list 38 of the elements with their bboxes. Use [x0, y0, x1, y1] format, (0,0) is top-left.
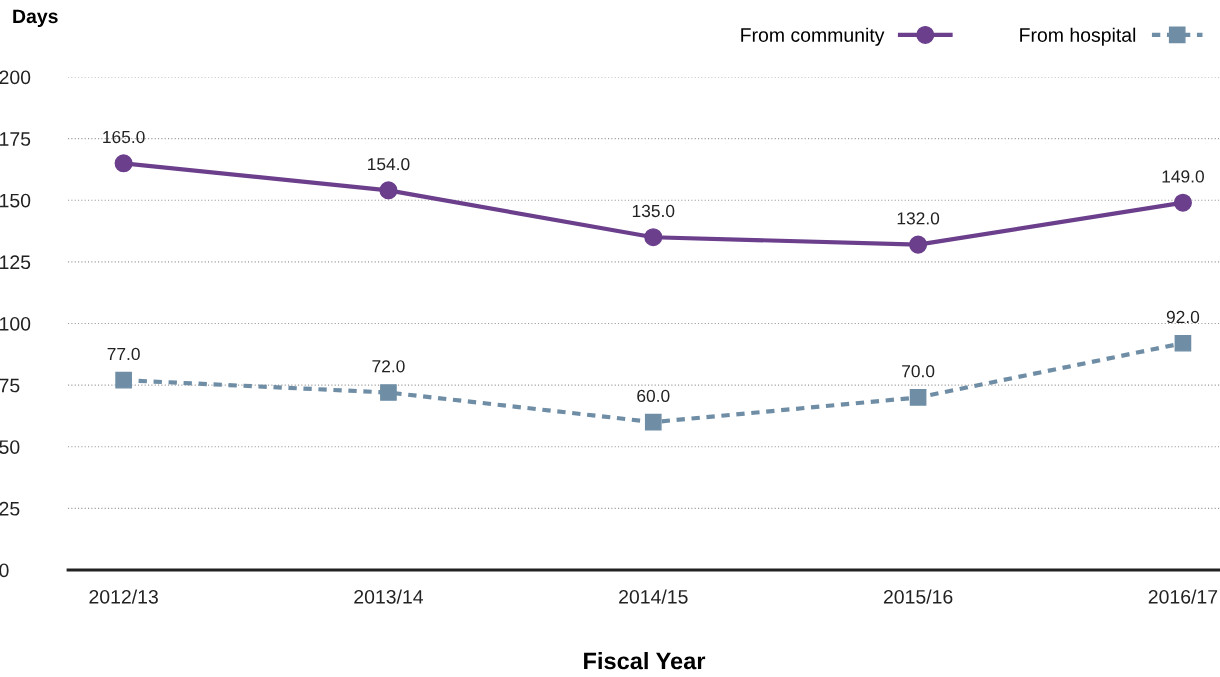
y-tick-label: 100 — [0, 316, 31, 331]
point — [909, 235, 928, 254]
y-tick-label: 0 — [0, 563, 9, 578]
point — [380, 384, 397, 401]
y-tick-label: 50 — [0, 440, 20, 454]
x-tick-label: 2014/15 — [619, 589, 688, 604]
point — [644, 228, 663, 247]
y-tick-label: 150 — [0, 193, 31, 208]
data-label: 154.0 — [368, 158, 410, 171]
x-tick-label: 2012/13 — [89, 589, 158, 604]
x-tick-label: 2016/17 — [1148, 589, 1218, 604]
data-label: 92.0 — [1166, 310, 1200, 324]
data-label: 72.0 — [372, 360, 405, 373]
point — [114, 154, 133, 173]
x-axis-title: Fiscal Year — [584, 651, 706, 670]
y-tick-label: 125 — [0, 255, 31, 270]
y-tick-label: 200 — [0, 70, 31, 85]
x-tick-label: 2015/16 — [883, 589, 953, 604]
data-label: 70.0 — [902, 365, 935, 378]
x-tick-label: 2013/14 — [354, 589, 424, 604]
data-label: 77.0 — [107, 347, 140, 361]
point — [644, 413, 662, 431]
y-tick-label: 25 — [0, 501, 20, 516]
data-label: 165.0 — [103, 130, 145, 144]
point — [379, 181, 398, 200]
point — [1174, 334, 1192, 352]
y-tick-label: 75 — [0, 378, 20, 393]
data-label: 149.0 — [1162, 170, 1204, 183]
data-label: 60.0 — [637, 389, 670, 402]
data-label: 135.0 — [632, 204, 675, 218]
legend-label: From hospital — [1020, 27, 1136, 46]
y-tick-label: 175 — [0, 132, 31, 146]
point — [115, 371, 132, 389]
y-axis-title: Days — [13, 9, 58, 28]
data-label: 132.0 — [897, 212, 940, 225]
point — [1173, 193, 1192, 212]
legend-label: From community — [741, 27, 885, 46]
point — [909, 389, 927, 406]
